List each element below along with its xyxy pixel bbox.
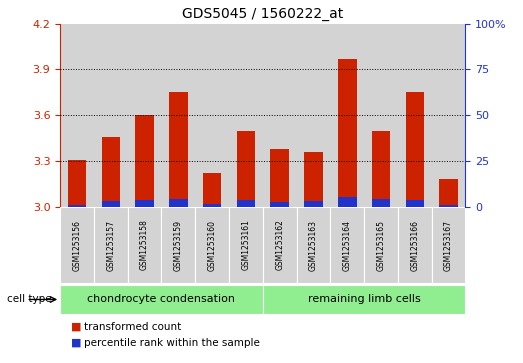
FancyBboxPatch shape [263,285,465,314]
Bar [135,200,154,207]
FancyBboxPatch shape [94,207,128,283]
Bar [236,200,255,207]
Text: GSM1253164: GSM1253164 [343,220,352,270]
Bar [229,24,263,207]
Bar [431,24,465,207]
Text: ■: ■ [71,322,85,332]
Bar [101,136,120,207]
FancyBboxPatch shape [60,285,263,314]
Text: GSM1253166: GSM1253166 [411,220,419,270]
Bar [60,24,94,207]
Bar [135,115,154,207]
Bar [338,197,357,207]
Bar [364,24,398,207]
Bar [304,201,323,207]
Text: GSM1253161: GSM1253161 [242,220,251,270]
Text: GSM1253167: GSM1253167 [444,220,453,270]
Text: GSM1253160: GSM1253160 [208,220,217,270]
FancyBboxPatch shape [263,207,297,283]
Bar [68,160,86,207]
Bar [405,200,424,207]
Text: GSM1253165: GSM1253165 [377,220,385,270]
FancyBboxPatch shape [60,207,94,283]
Bar [94,24,128,207]
Bar [331,24,364,207]
Bar [236,131,255,207]
FancyBboxPatch shape [229,207,263,283]
Bar [372,131,390,207]
FancyBboxPatch shape [162,207,195,283]
Bar [101,201,120,207]
Bar [169,199,188,207]
Text: chondrocyte condensation: chondrocyte condensation [87,294,235,305]
Text: ■: ■ [71,338,85,348]
Bar [372,199,390,207]
Bar [203,204,221,207]
Text: cell type: cell type [7,294,55,305]
FancyBboxPatch shape [297,207,331,283]
FancyBboxPatch shape [431,207,465,283]
Bar [297,24,331,207]
Bar [405,92,424,207]
Text: GSM1253158: GSM1253158 [140,220,149,270]
Bar [128,24,162,207]
Text: GSM1253156: GSM1253156 [73,220,82,270]
Bar [203,173,221,207]
Bar [195,24,229,207]
FancyBboxPatch shape [398,207,431,283]
Bar [270,149,289,207]
Bar [338,59,357,207]
Text: remaining limb cells: remaining limb cells [308,294,420,305]
Text: transformed count: transformed count [84,322,181,332]
Text: percentile rank within the sample: percentile rank within the sample [84,338,259,348]
Title: GDS5045 / 1560222_at: GDS5045 / 1560222_at [182,7,344,21]
Bar [162,24,195,207]
Bar [270,202,289,207]
FancyBboxPatch shape [128,207,162,283]
FancyBboxPatch shape [364,207,398,283]
Bar [398,24,431,207]
Bar [439,179,458,207]
Text: GSM1253157: GSM1253157 [106,220,115,270]
Bar [304,152,323,207]
Text: GSM1253163: GSM1253163 [309,220,318,270]
FancyBboxPatch shape [331,207,364,283]
Text: GSM1253159: GSM1253159 [174,220,183,270]
Bar [439,205,458,207]
FancyBboxPatch shape [195,207,229,283]
Bar [263,24,297,207]
Text: GSM1253162: GSM1253162 [275,220,284,270]
Bar [68,205,86,207]
Bar [169,92,188,207]
